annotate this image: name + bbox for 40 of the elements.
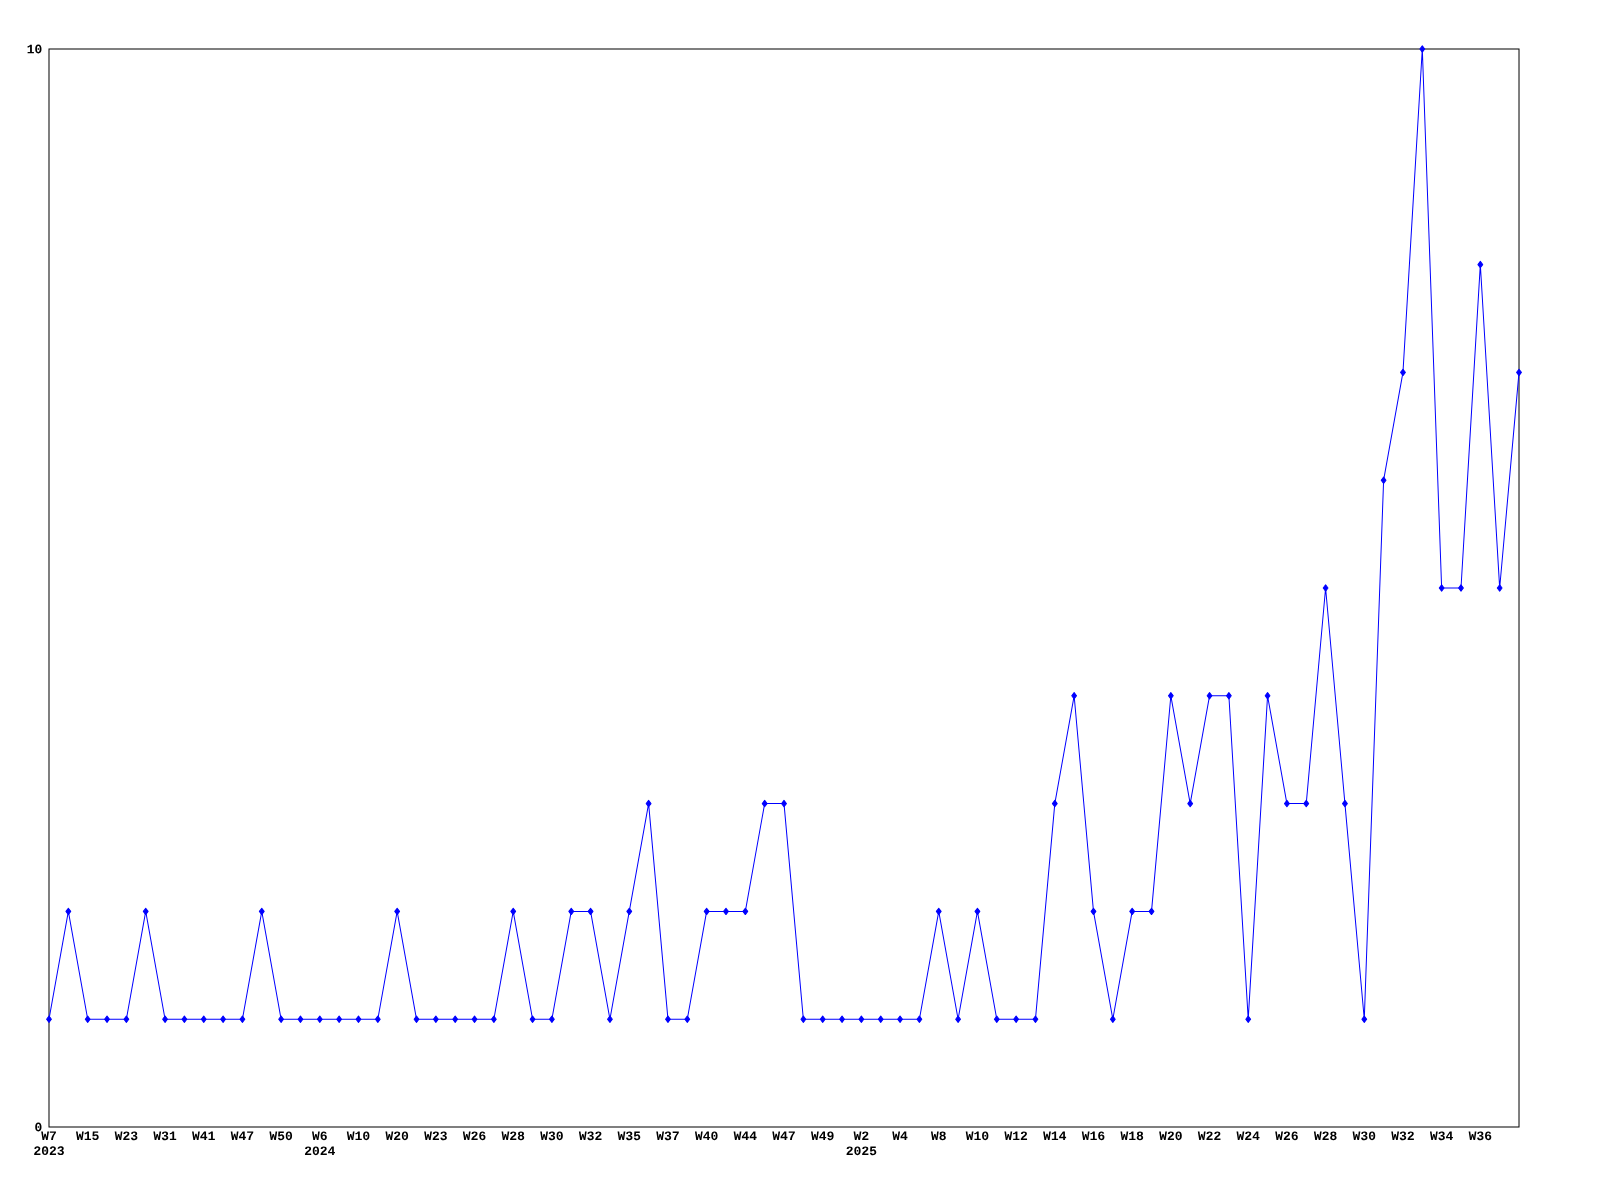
x-tick-label: W7 2023 <box>34 1131 64 1156</box>
x-tick-label: W41 <box>192 1131 215 1140</box>
x-tick-label: W23 <box>114 1131 138 1141</box>
x-tick-label: W26 <box>462 1131 486 1141</box>
x-tick-label: W16 <box>1081 1131 1105 1141</box>
x-tick-label: W8 <box>930 1131 946 1141</box>
x-tick-label: W40 <box>694 1131 718 1141</box>
x-tick-label: W32 <box>578 1131 602 1141</box>
x-tick-label: W34 <box>1429 1131 1453 1141</box>
x-tick-label: W23 <box>424 1131 447 1141</box>
x-tick-label: W49 <box>810 1131 834 1141</box>
x-tick-label: W10 <box>346 1131 370 1141</box>
x-tick-label: W10 <box>965 1131 989 1141</box>
x-tick-label: W20 <box>1159 1131 1182 1141</box>
x-tick-label: W14 <box>1043 1131 1067 1140</box>
x-tick-label: W12 <box>1004 1131 1028 1141</box>
x-tick-label: W30 <box>540 1131 563 1141</box>
x-tick-label: W47 <box>230 1131 254 1140</box>
x-tick-label: W20 <box>385 1131 409 1141</box>
x-tick-label: W30 <box>1352 1131 1376 1141</box>
x-tick-label: W32 <box>1391 1131 1414 1141</box>
x-tick-label: W15 <box>75 1131 99 1141</box>
y-tick-label: 0 <box>35 1122 42 1132</box>
x-tick-label: W26 <box>1275 1131 1298 1141</box>
x-tick-label: W36 <box>1468 1131 1492 1141</box>
x-tick-label: W35 <box>617 1131 641 1141</box>
x-tick-label: W28 <box>1313 1131 1337 1141</box>
x-tick-label: W4 <box>892 1131 908 1140</box>
x-tick-label: W28 <box>501 1131 525 1141</box>
x-tick-label: W44 <box>733 1131 757 1140</box>
x-tick-label: W18 <box>1120 1131 1144 1141</box>
x-tick-label: W22 <box>1197 1131 1221 1141</box>
x-tick-label: W31 <box>153 1131 177 1141</box>
y-tick-label: 10 <box>27 44 42 54</box>
x-tick-label: W6 2024 <box>304 1131 335 1156</box>
x-tick-label: W47 <box>772 1131 795 1140</box>
x-tick-label: W50 <box>269 1131 293 1141</box>
x-tick-label: W2 2025 <box>846 1131 877 1156</box>
x-tick-label: W24 <box>1236 1131 1260 1141</box>
x-tick-label: W37 <box>656 1131 679 1141</box>
